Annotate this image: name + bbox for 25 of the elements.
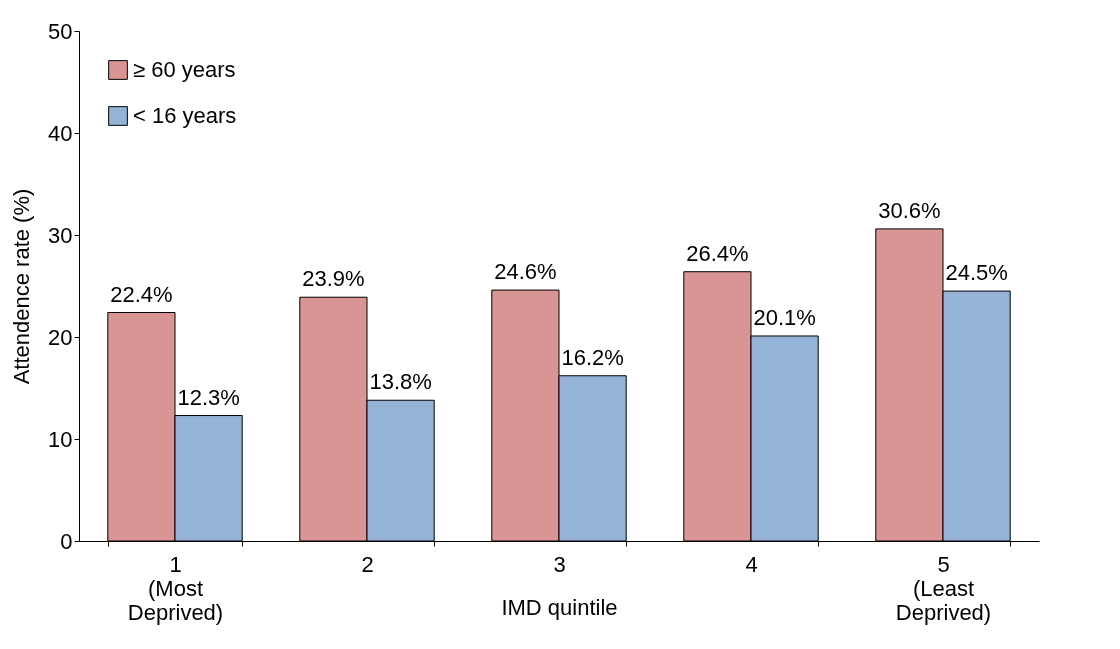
x-tick-label: 4 — [745, 551, 758, 577]
data-label: 23.9% — [302, 266, 365, 292]
data-label: 30.6% — [878, 197, 941, 223]
data-label: 16.2% — [561, 344, 624, 370]
x-tick-label: 1 (Most Deprived) — [127, 551, 224, 625]
x-tick-label: 3 — [553, 551, 566, 577]
y-axis-title: Attendence rate (%) — [9, 188, 35, 385]
y-tick-label: 0 — [60, 528, 73, 554]
x-tick-label: 5 (Least Deprived) — [895, 551, 992, 625]
y-tick-label: 50 — [48, 18, 73, 44]
data-label: 26.4% — [686, 240, 749, 266]
legend-label: < 16 years — [133, 103, 237, 128]
y-tick-label: 10 — [48, 426, 73, 452]
data-label: 12.3% — [177, 384, 240, 410]
y-tick-label: 40 — [48, 120, 73, 146]
x-tick-label: 2 — [361, 551, 374, 577]
data-label: 24.5% — [945, 260, 1008, 286]
x-axis-title: IMD quintile — [501, 594, 618, 620]
legend-label: ≥ 60 years — [133, 57, 236, 82]
data-label: 22.4% — [110, 281, 173, 307]
y-tick-label: 30 — [48, 222, 73, 248]
data-label: 20.1% — [753, 304, 816, 330]
data-label: 24.6% — [494, 259, 557, 285]
y-tick-label: 20 — [48, 324, 73, 350]
data-label: 13.8% — [369, 369, 432, 395]
